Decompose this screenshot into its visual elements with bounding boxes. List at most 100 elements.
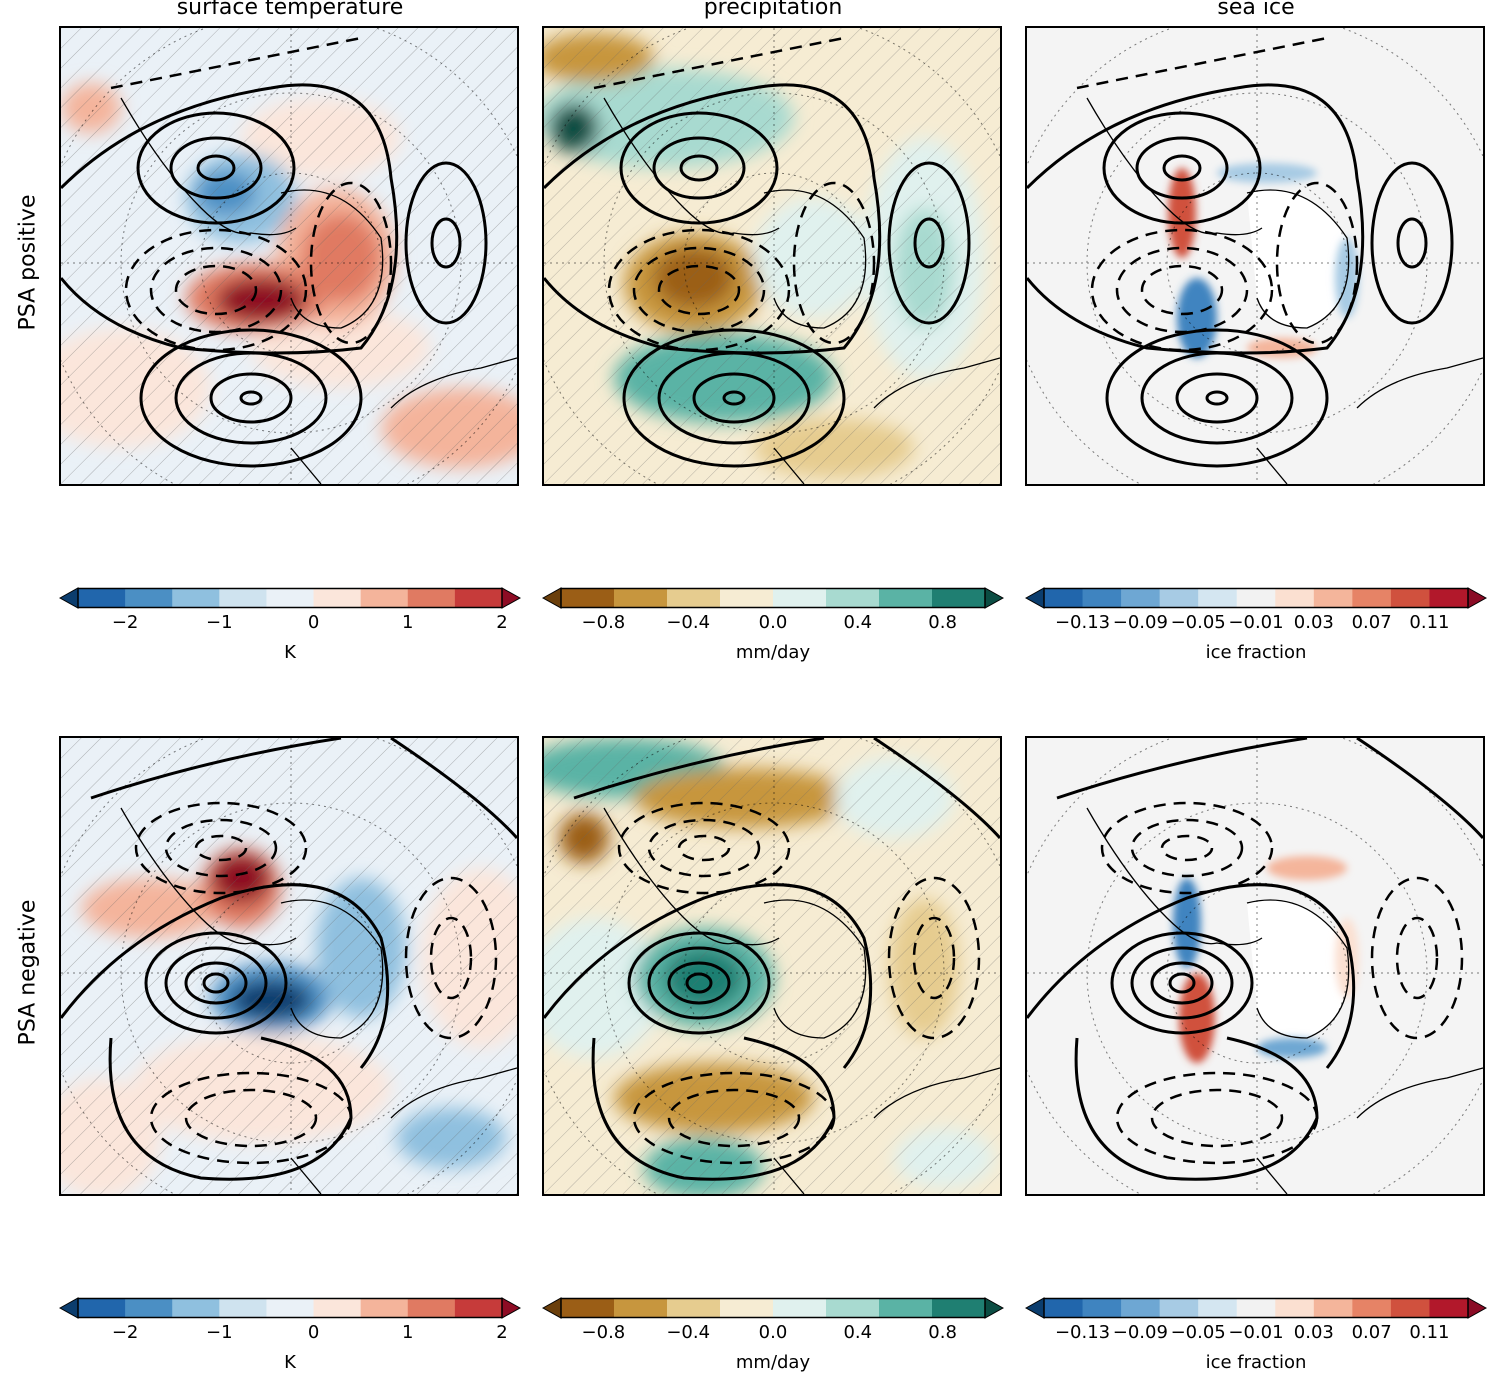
colorbar-swatch <box>454 588 503 608</box>
colorbar-tick-label: 0.0 <box>758 1322 788 1343</box>
colorbar-swatches <box>1024 587 1488 609</box>
colorbar-tick-label: −0.8 <box>581 1322 626 1343</box>
colorbar-swatches <box>541 587 1005 609</box>
colorbar-swatch <box>313 1298 362 1318</box>
colorbar-swatch <box>78 1298 126 1318</box>
colorbar-tick-label: 1 <box>402 1322 414 1343</box>
colorbar-tick-label: 0 <box>307 1322 320 1343</box>
row-label-psa-positive: PSA positive <box>15 194 41 331</box>
colorbar-swatch <box>1236 588 1276 608</box>
colorbar-swatch <box>1429 588 1469 608</box>
colorbar-extend-low <box>1024 587 1045 609</box>
colorbar-frame <box>560 587 986 609</box>
colorbar-swatch <box>1352 588 1392 608</box>
colorbar-tick-label: 0.07 <box>1351 1322 1392 1343</box>
colorbar-swatch <box>313 588 362 608</box>
colorbar-extend-high <box>1467 587 1488 609</box>
colorbar-unit-label: K <box>284 642 296 663</box>
column-title-precipitation: precipitation <box>703 0 843 20</box>
colorbar-swatches <box>58 1297 522 1319</box>
colorbar-swatch <box>172 588 220 608</box>
colorbar-tick-label: −2 <box>111 612 139 633</box>
colorbar-tick-label: 0.4 <box>843 612 873 633</box>
colorbar-swatches <box>58 587 522 609</box>
colorbar-extend-low <box>541 1297 562 1319</box>
colorbar-swatch <box>1198 588 1238 608</box>
colorbar-tick-label: 0.03 <box>1293 1322 1334 1343</box>
colorbar-swatch <box>360 1298 409 1318</box>
colorbar-frame <box>1043 587 1469 609</box>
colorbar-tick-label: −1 <box>206 612 233 633</box>
column-title-surface-temperature: surface temperature <box>176 0 404 20</box>
colorbar-tick-label: −0.4 <box>666 1322 711 1343</box>
colorbar-swatch <box>1159 588 1199 608</box>
colorbar-swatch <box>1352 1298 1392 1318</box>
colorbar-tick-label: 1 <box>402 612 414 633</box>
colorbar-swatch <box>879 1298 933 1318</box>
colorbar-temperature-negative: −2 −1 0 1 2 K <box>58 1297 522 1388</box>
colorbar-swatch <box>1275 1298 1315 1318</box>
colorbar-swatch <box>826 1298 880 1318</box>
colorbar-swatch <box>125 588 173 608</box>
colorbar-tick-label: −0.05 <box>1170 612 1226 633</box>
colorbar-tick-label: −0.13 <box>1054 1322 1111 1343</box>
colorbar-extend-low <box>58 587 79 609</box>
colorbar-tick-label: −0.09 <box>1112 1322 1168 1343</box>
colorbar-tick-label: −0.01 <box>1228 612 1284 633</box>
colorbar-swatch <box>219 588 267 608</box>
colorbar-swatch <box>1121 588 1161 608</box>
colorbar-extend-low <box>1024 1297 1045 1319</box>
colorbar-tick-label: −2 <box>111 1322 139 1343</box>
colorbar-frame <box>77 1297 503 1319</box>
map-precipitation-psa-positive <box>542 26 1002 486</box>
colorbar-swatch <box>1044 588 1084 608</box>
colorbar-tick-label: 2 <box>496 612 508 633</box>
colorbar-seaice-positive: −0.13 −0.09 −0.05 −0.01 0.03 0.07 0.11 ice fra… <box>1024 587 1488 678</box>
colorbar-swatch <box>1236 1298 1276 1318</box>
colorbar-tick-label: −0.13 <box>1054 612 1111 633</box>
colorbar-swatch <box>826 588 880 608</box>
colorbar-precipitation-positive: −0.8 −0.4 0.0 0.4 0.8 mm/day <box>541 587 1005 678</box>
colorbar-unit-label: ice fraction <box>1205 642 1307 663</box>
colorbar-tick-label: 0 <box>307 612 320 633</box>
colorbar-swatch <box>561 1298 615 1318</box>
colorbar-swatch <box>1121 1298 1161 1318</box>
colorbar-swatch <box>360 588 409 608</box>
colorbar-swatch <box>1198 1298 1238 1318</box>
map-seaice-psa-negative <box>1025 736 1485 1196</box>
colorbar-unit-label: mm/day <box>735 1352 811 1373</box>
colorbar-swatch <box>407 588 456 608</box>
colorbar-tick-label: −0.05 <box>1170 1322 1226 1343</box>
colorbar-extend-low <box>541 587 562 609</box>
colorbar-swatch <box>407 1298 456 1318</box>
colorbar-extend-high <box>501 587 522 609</box>
colorbar-swatches <box>1024 1297 1488 1319</box>
colorbar-unit-label: mm/day <box>735 642 811 663</box>
row-label-psa-negative: PSA negative <box>15 899 41 1046</box>
map-temperature-psa-positive <box>59 26 519 486</box>
colorbar-swatch <box>78 588 126 608</box>
colorbar-swatch <box>172 1298 220 1318</box>
colorbar-extend-high <box>984 1297 1005 1319</box>
colorbar-extend-high <box>501 1297 522 1319</box>
colorbar-swatch <box>773 588 827 608</box>
colorbar-seaice-negative: −0.13 −0.09 −0.05 −0.01 0.03 0.07 0.11 ice fra… <box>1024 1297 1488 1388</box>
colorbar-swatch <box>667 1298 721 1318</box>
colorbar-swatch <box>720 1298 774 1318</box>
colorbar-frame <box>77 587 503 609</box>
colorbar-tick-label: 0.11 <box>1409 612 1450 633</box>
colorbar-swatch <box>1044 1298 1084 1318</box>
colorbar-frame <box>1043 1297 1469 1319</box>
colorbar-swatch <box>266 1298 315 1318</box>
colorbar-swatch <box>219 1298 267 1318</box>
colorbar-tick-label: 0.8 <box>928 1322 957 1343</box>
column-title-sea-ice: sea ice <box>1217 0 1295 20</box>
colorbar-tick-label: 0.8 <box>928 612 957 633</box>
colorbar-swatch <box>125 1298 173 1318</box>
colorbar-swatch <box>614 1298 668 1318</box>
colorbar-tick-label: 2 <box>496 1322 508 1343</box>
map-seaice-psa-positive <box>1025 26 1485 486</box>
colorbar-unit-label: ice fraction <box>1205 1352 1307 1373</box>
colorbar-swatch <box>1082 588 1122 608</box>
colorbar-swatch <box>1082 1298 1122 1318</box>
